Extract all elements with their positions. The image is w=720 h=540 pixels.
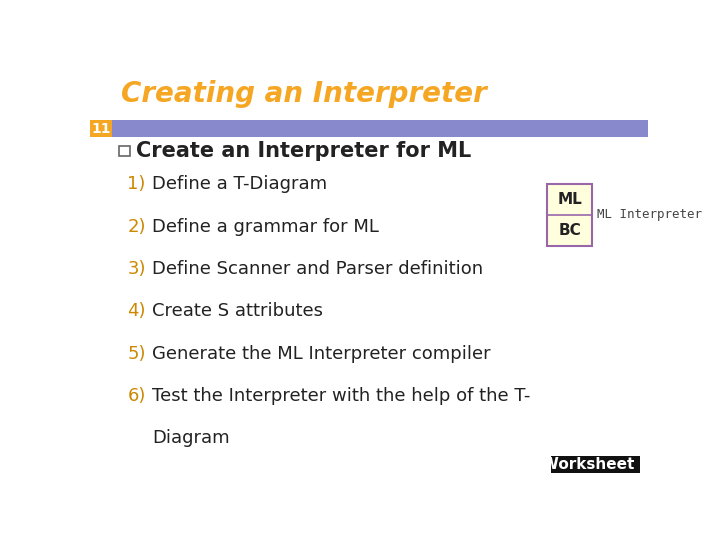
Text: Define a T-Diagram: Define a T-Diagram (152, 175, 327, 193)
Text: 5): 5) (127, 345, 145, 362)
Bar (120, 146, 130, 156)
Bar (547, 184, 593, 246)
Text: 1): 1) (127, 175, 145, 193)
Text: Define a grammar for ML: Define a grammar for ML (152, 218, 379, 235)
Text: BC: BC (558, 223, 581, 238)
Text: ML: ML (557, 192, 582, 207)
Text: Test the Interpreter with the help of the T-: Test the Interpreter with the help of th… (152, 387, 531, 405)
Text: 3): 3) (127, 260, 145, 278)
Text: Create an Interpreter for ML: Create an Interpreter for ML (136, 141, 471, 161)
Bar (90, 120, 648, 137)
Text: ML Interpreter: ML Interpreter (597, 208, 702, 221)
Text: 6): 6) (127, 387, 145, 405)
Text: Creating an Interpreter: Creating an Interpreter (121, 80, 487, 108)
Text: Diagram: Diagram (152, 429, 230, 447)
Text: Define Scanner and Parser definition: Define Scanner and Parser definition (152, 260, 483, 278)
Text: 4): 4) (127, 302, 145, 320)
Text: 11: 11 (91, 122, 111, 136)
Bar (551, 456, 640, 473)
Text: Worksheet 1: Worksheet 1 (541, 457, 649, 472)
Text: 2): 2) (127, 218, 145, 235)
Text: Generate the ML Interpreter compiler: Generate the ML Interpreter compiler (152, 345, 490, 362)
Bar (90, 120, 112, 137)
Text: Create S attributes: Create S attributes (152, 302, 323, 320)
